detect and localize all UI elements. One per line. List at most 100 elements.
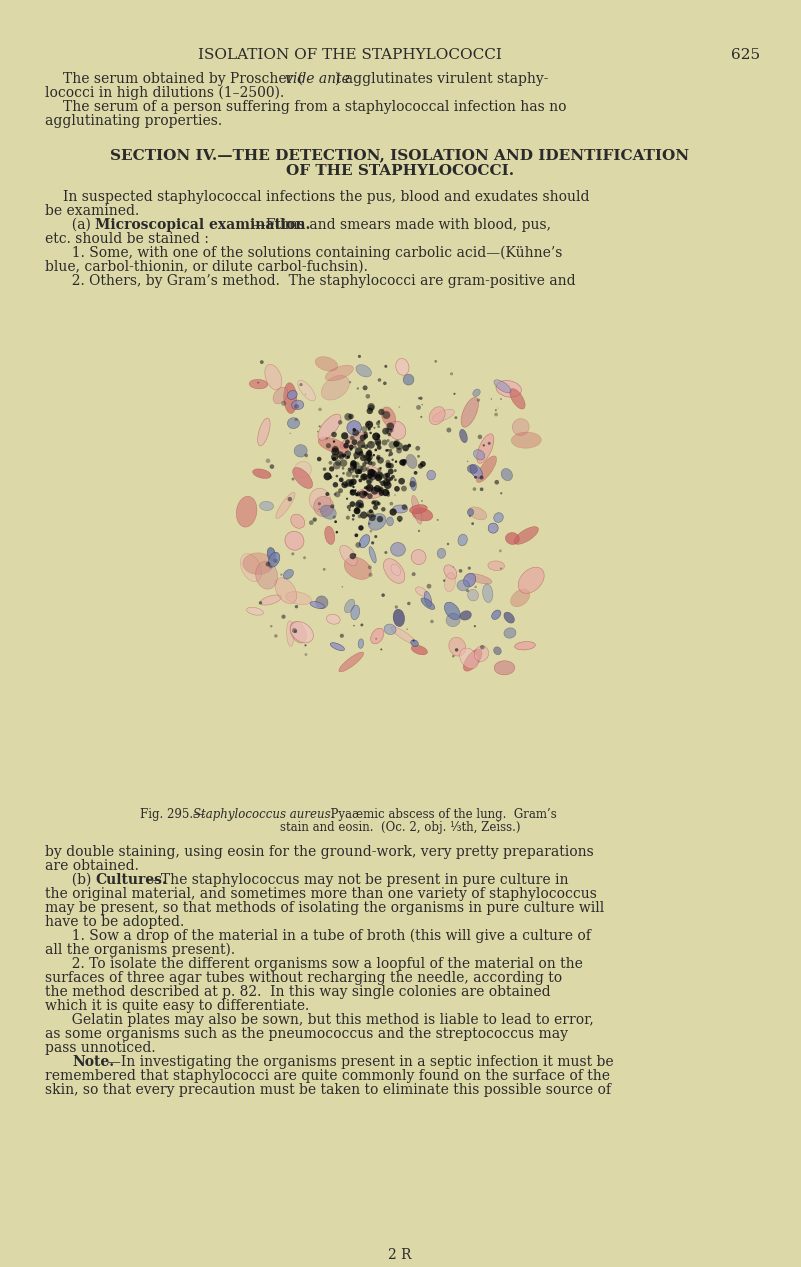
Ellipse shape [496,380,521,397]
Circle shape [377,468,381,471]
Circle shape [394,487,400,492]
Circle shape [352,485,355,488]
Ellipse shape [501,469,513,480]
Ellipse shape [292,400,304,409]
Circle shape [376,471,383,478]
Circle shape [368,404,375,411]
Circle shape [317,431,319,432]
Circle shape [367,457,372,461]
Circle shape [500,492,502,494]
Circle shape [488,442,491,445]
Text: all the organisms present).: all the organisms present). [45,943,235,958]
Circle shape [387,492,390,494]
Circle shape [350,479,356,485]
Ellipse shape [445,573,456,592]
Circle shape [318,502,321,506]
Circle shape [381,507,385,512]
Text: Staphylococcus aureus.: Staphylococcus aureus. [193,808,334,821]
Circle shape [495,409,497,412]
Circle shape [352,518,354,521]
Text: 2 R: 2 R [388,1248,412,1262]
Circle shape [378,475,380,476]
Circle shape [494,480,499,484]
Circle shape [373,500,379,506]
Circle shape [388,462,394,469]
Circle shape [354,457,356,460]
Circle shape [349,449,352,451]
Text: lococci in high dilutions (1–2500).: lococci in high dilutions (1–2500). [45,86,284,100]
Circle shape [353,446,356,449]
Circle shape [355,502,361,508]
Circle shape [368,514,376,521]
Circle shape [386,464,390,466]
Ellipse shape [433,409,454,422]
Circle shape [354,554,356,556]
Circle shape [366,450,372,456]
Circle shape [333,461,340,469]
Ellipse shape [321,375,349,400]
Ellipse shape [284,383,296,413]
Circle shape [367,511,374,518]
Circle shape [452,655,455,658]
Circle shape [358,479,362,483]
Circle shape [380,468,382,469]
Ellipse shape [416,587,427,595]
Text: etc. should be stained :: etc. should be stained : [45,232,209,246]
Circle shape [328,461,332,465]
Text: surfaces of three agar tubes without recharging the needle, according to: surfaces of three agar tubes without rec… [45,971,562,984]
Circle shape [500,568,502,570]
Circle shape [368,469,376,476]
Circle shape [367,473,372,479]
Circle shape [332,516,336,518]
Circle shape [494,413,498,417]
Circle shape [388,433,390,435]
Circle shape [469,516,471,517]
Ellipse shape [413,508,433,521]
Circle shape [334,493,336,495]
Text: have to be adopted.: have to be adopted. [45,915,184,929]
Circle shape [323,468,326,471]
Text: 2. Others, by Gram’s method.  The staphylococci are gram-positive and: 2. Others, by Gram’s method. The staphyl… [63,274,576,288]
Circle shape [413,640,415,641]
Circle shape [329,475,332,479]
Ellipse shape [324,526,335,545]
Circle shape [427,584,432,589]
Circle shape [379,480,381,483]
Ellipse shape [320,506,336,519]
Circle shape [341,483,344,485]
Circle shape [382,411,390,419]
Circle shape [360,474,368,480]
Text: which it is quite easy to differentiate.: which it is quite easy to differentiate. [45,998,309,1014]
Ellipse shape [275,578,296,603]
Ellipse shape [429,407,445,424]
Circle shape [384,481,392,489]
Text: remembered that staphylococci are quite commonly found on the surface of the: remembered that staphylococci are quite … [45,1069,610,1083]
Circle shape [370,442,372,443]
Ellipse shape [243,552,273,574]
Circle shape [371,541,374,545]
Circle shape [331,432,337,437]
Ellipse shape [325,365,353,381]
Circle shape [416,405,421,409]
Text: pass unnoticed.: pass unnoticed. [45,1041,155,1055]
Circle shape [401,485,407,492]
Circle shape [380,480,386,487]
Ellipse shape [360,535,370,547]
Ellipse shape [388,421,406,440]
Circle shape [396,447,402,454]
Ellipse shape [460,430,467,442]
Ellipse shape [461,398,478,427]
Text: vide ante: vide ante [285,72,350,86]
Ellipse shape [287,621,294,646]
Circle shape [292,478,295,480]
Circle shape [368,565,372,569]
Ellipse shape [357,488,384,499]
Text: In suspected staphylococcal infections the pus, blood and exudates should: In suspected staphylococcal infections t… [63,190,590,204]
Circle shape [335,460,341,466]
Circle shape [413,471,417,475]
Text: Note.: Note. [72,1055,114,1069]
Circle shape [380,649,382,650]
Circle shape [443,579,445,582]
Circle shape [354,508,360,514]
Ellipse shape [391,542,405,556]
